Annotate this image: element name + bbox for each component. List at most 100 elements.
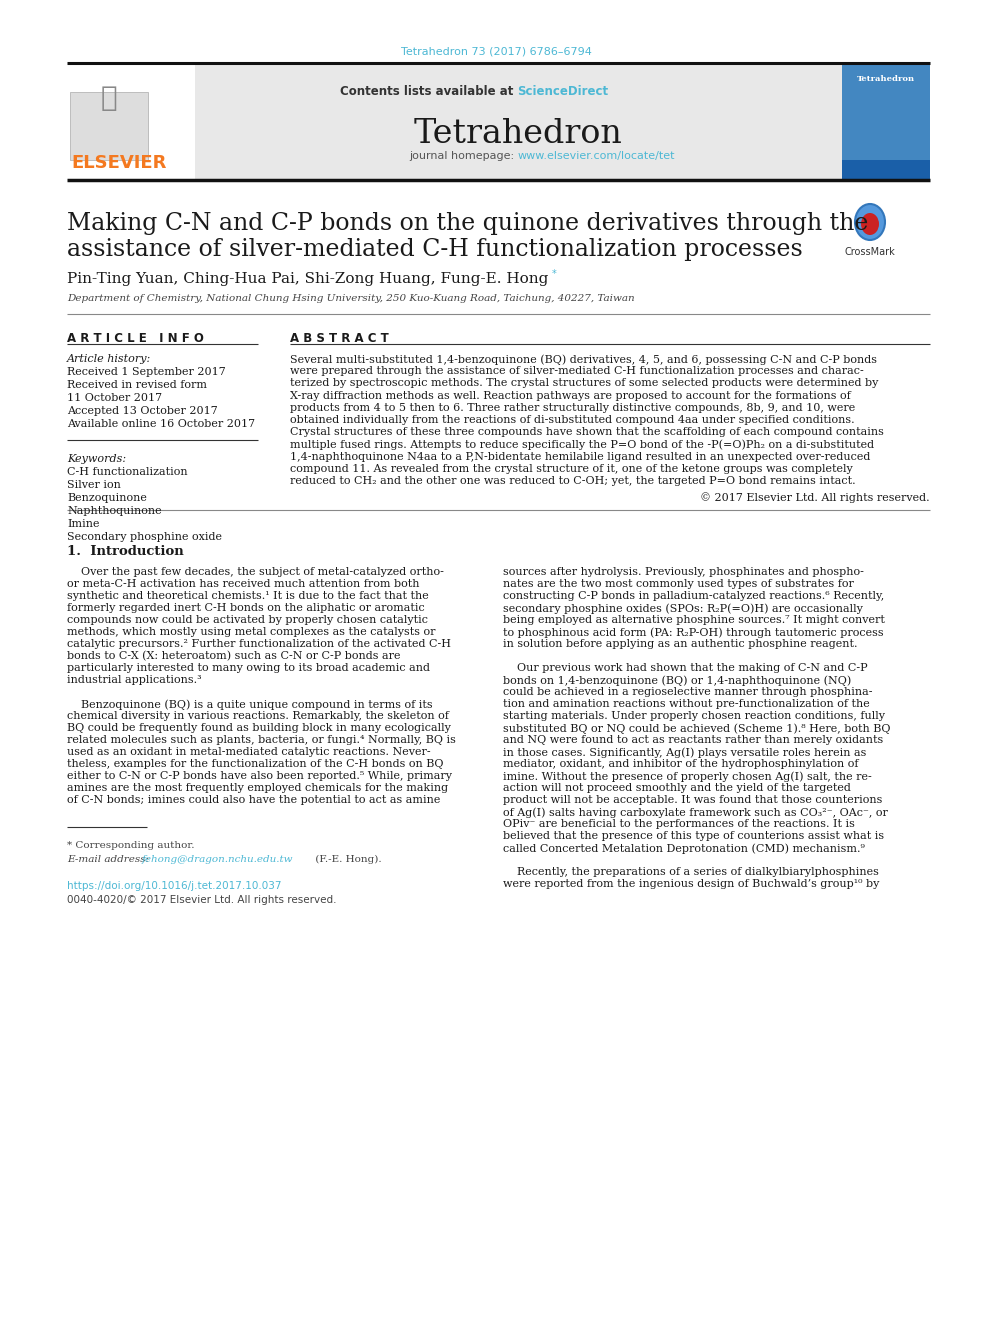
Text: OPiv⁻ are beneficial to the performances of the reactions. It is: OPiv⁻ are beneficial to the performances… xyxy=(503,819,855,830)
Text: either to C-N or C-P bonds have also been reported.⁵ While, primary: either to C-N or C-P bonds have also bee… xyxy=(67,771,452,781)
Text: particularly interested to many owing to its broad academic and: particularly interested to many owing to… xyxy=(67,663,430,673)
Text: catalytic precursors.² Further functionalization of the activated C-H: catalytic precursors.² Further functiona… xyxy=(67,639,451,650)
Text: theless, examples for the functionalization of the C-H bonds on BQ: theless, examples for the functionalizat… xyxy=(67,759,443,769)
FancyBboxPatch shape xyxy=(842,64,930,180)
Text: assistance of silver-mediated C-H functionalization processes: assistance of silver-mediated C-H functi… xyxy=(67,238,803,261)
FancyBboxPatch shape xyxy=(67,64,930,180)
Text: Article history:: Article history: xyxy=(67,355,151,364)
Text: nates are the two most commonly used types of substrates for: nates are the two most commonly used typ… xyxy=(503,579,854,589)
Text: of Ag(I) salts having carboxylate framework such as CO₃²⁻, OAc⁻, or: of Ag(I) salts having carboxylate framew… xyxy=(503,807,888,818)
Text: CrossMark: CrossMark xyxy=(844,247,896,257)
Text: Making C-N and C-P bonds on the quinone derivatives through the: Making C-N and C-P bonds on the quinone … xyxy=(67,212,868,235)
Text: were prepared through the assistance of silver-mediated C-H functionalization pr: were prepared through the assistance of … xyxy=(290,366,864,376)
Text: starting materials. Under properly chosen reaction conditions, fully: starting materials. Under properly chose… xyxy=(503,712,885,721)
Text: product will not be acceptable. It was found that those counterions: product will not be acceptable. It was f… xyxy=(503,795,882,806)
Text: tion and amination reactions without pre-functionalization of the: tion and amination reactions without pre… xyxy=(503,699,870,709)
Text: Received 1 September 2017: Received 1 September 2017 xyxy=(67,366,226,377)
Text: Tetrahedron: Tetrahedron xyxy=(857,75,915,83)
Ellipse shape xyxy=(861,213,879,235)
Text: X-ray diffraction methods as well. Reaction pathways are proposed to account for: X-ray diffraction methods as well. React… xyxy=(290,390,851,401)
Text: ScienceDirect: ScienceDirect xyxy=(518,85,609,98)
Text: Secondary phosphine oxide: Secondary phosphine oxide xyxy=(67,532,222,542)
Text: Benzoquinone (BQ) is a quite unique compound in terms of its: Benzoquinone (BQ) is a quite unique comp… xyxy=(67,699,433,709)
Text: constructing C-P bonds in palladium-catalyzed reactions.⁶ Recently,: constructing C-P bonds in palladium-cata… xyxy=(503,591,884,601)
Text: www.elsevier.com/locate/tet: www.elsevier.com/locate/tet xyxy=(518,151,675,161)
Text: BQ could be frequently found as building block in many ecologically: BQ could be frequently found as building… xyxy=(67,724,451,733)
Text: believed that the presence of this type of counterions assist what is: believed that the presence of this type … xyxy=(503,831,884,841)
Text: 11 October 2017: 11 October 2017 xyxy=(67,393,162,404)
Text: Available online 16 October 2017: Available online 16 October 2017 xyxy=(67,419,255,429)
Text: bonds to C-X (X: heteroatom) such as C-N or C-P bonds are: bonds to C-X (X: heteroatom) such as C-N… xyxy=(67,651,401,662)
Text: could be achieved in a regioselective manner through phosphina-: could be achieved in a regioselective ma… xyxy=(503,687,873,697)
Text: to phosphinous acid form (PA: R₂P-OH) through tautomeric process: to phosphinous acid form (PA: R₂P-OH) th… xyxy=(503,627,884,638)
Text: Our previous work had shown that the making of C-N and C-P: Our previous work had shown that the mak… xyxy=(503,663,868,673)
Text: E-mail address:: E-mail address: xyxy=(67,855,153,864)
Text: Crystal structures of these three compounds have shown that the scaffolding of e: Crystal structures of these three compou… xyxy=(290,427,884,437)
Ellipse shape xyxy=(855,204,885,239)
Text: 1.  Introduction: 1. Introduction xyxy=(67,545,184,558)
Text: Over the past few decades, the subject of metal-catalyzed ortho-: Over the past few decades, the subject o… xyxy=(67,568,443,577)
Text: obtained individually from the reactions of di-substituted compound 4aa under sp: obtained individually from the reactions… xyxy=(290,415,855,425)
Text: Contents lists available at: Contents lists available at xyxy=(340,85,518,98)
FancyBboxPatch shape xyxy=(70,93,148,160)
Text: Naphthoquinone: Naphthoquinone xyxy=(67,505,162,516)
Text: used as an oxidant in metal-mediated catalytic reactions. Never-: used as an oxidant in metal-mediated cat… xyxy=(67,747,431,757)
Text: journal homepage:: journal homepage: xyxy=(409,151,518,161)
Text: action will not proceed smoothly and the yield of the targeted: action will not proceed smoothly and the… xyxy=(503,783,851,794)
Text: Several multi-substituted 1,4-benzoquinone (BQ) derivatives, 4, 5, and 6, posses: Several multi-substituted 1,4-benzoquino… xyxy=(290,355,877,365)
Text: multiple fused rings. Attempts to reduce specifically the P=O bond of the -P(=O): multiple fused rings. Attempts to reduce… xyxy=(290,439,874,450)
Text: synthetic and theoretical chemists.¹ It is due to the fact that the: synthetic and theoretical chemists.¹ It … xyxy=(67,591,429,601)
Text: Keywords:: Keywords: xyxy=(67,454,126,464)
Text: compound 11. As revealed from the crystal structure of it, one of the ketone gro: compound 11. As revealed from the crysta… xyxy=(290,464,853,474)
Text: terized by spectroscopic methods. The crystal structures of some selected produc: terized by spectroscopic methods. The cr… xyxy=(290,378,878,389)
Text: industrial applications.³: industrial applications.³ xyxy=(67,675,201,685)
Text: *: * xyxy=(552,269,557,279)
Text: Tetrahedron 73 (2017) 6786–6794: Tetrahedron 73 (2017) 6786–6794 xyxy=(401,48,591,57)
Text: mediator, oxidant, and inhibitor of the hydrophosphinylation of: mediator, oxidant, and inhibitor of the … xyxy=(503,759,858,769)
Text: chemical diversity in various reactions. Remarkably, the skeleton of: chemical diversity in various reactions.… xyxy=(67,712,448,721)
Text: amines are the most frequently employed chemicals for the making: amines are the most frequently employed … xyxy=(67,783,448,794)
Text: https://doi.org/10.1016/j.tet.2017.10.037: https://doi.org/10.1016/j.tet.2017.10.03… xyxy=(67,881,282,892)
Text: Recently, the preparations of a series of dialkylbiarylphosphines: Recently, the preparations of a series o… xyxy=(503,867,879,877)
Text: fehong@dragon.nchu.edu.tw: fehong@dragon.nchu.edu.tw xyxy=(142,855,294,864)
Text: 🌳: 🌳 xyxy=(100,85,117,112)
Text: or meta-C-H activation has received much attention from both: or meta-C-H activation has received much… xyxy=(67,579,420,589)
Text: called Concerted Metalation Deprotonation (CMD) mechanism.⁹: called Concerted Metalation Deprotonatio… xyxy=(503,843,865,853)
Text: in solution before applying as an authentic phosphine reagent.: in solution before applying as an authen… xyxy=(503,639,857,650)
Text: related molecules such as plants, bacteria, or fungi.⁴ Normally, BQ is: related molecules such as plants, bacter… xyxy=(67,736,456,745)
Text: substituted BQ or NQ could be achieved (Scheme 1).⁸ Here, both BQ: substituted BQ or NQ could be achieved (… xyxy=(503,724,891,734)
Text: compounds now could be activated by properly chosen catalytic: compounds now could be activated by prop… xyxy=(67,615,428,626)
Text: of C-N bonds; imines could also have the potential to act as amine: of C-N bonds; imines could also have the… xyxy=(67,795,440,806)
FancyBboxPatch shape xyxy=(67,64,195,180)
Text: were reported from the ingenious design of Buchwald’s group¹⁰ by: were reported from the ingenious design … xyxy=(503,880,879,889)
Text: Tetrahedron: Tetrahedron xyxy=(413,118,622,149)
Text: © 2017 Elsevier Ltd. All rights reserved.: © 2017 Elsevier Ltd. All rights reserved… xyxy=(700,492,930,503)
Text: A B S T R A C T: A B S T R A C T xyxy=(290,332,389,345)
Text: Silver ion: Silver ion xyxy=(67,480,121,490)
Text: and NQ were found to act as reactants rather than merely oxidants: and NQ were found to act as reactants ra… xyxy=(503,736,883,745)
Text: reduced to CH₂ and the other one was reduced to C-OH; yet, the targeted P=O bond: reduced to CH₂ and the other one was red… xyxy=(290,476,856,486)
Text: sources after hydrolysis. Previously, phosphinates and phospho-: sources after hydrolysis. Previously, ph… xyxy=(503,568,864,577)
Text: imine. Without the presence of properly chosen Ag(I) salt, the re-: imine. Without the presence of properly … xyxy=(503,771,872,782)
Text: 1,4-naphthoquinone N4aa to a P,N-bidentate hemilabile ligand resulted in an unex: 1,4-naphthoquinone N4aa to a P,N-bidenta… xyxy=(290,451,870,462)
Text: 0040-4020/© 2017 Elsevier Ltd. All rights reserved.: 0040-4020/© 2017 Elsevier Ltd. All right… xyxy=(67,896,336,905)
Text: Accepted 13 October 2017: Accepted 13 October 2017 xyxy=(67,406,218,415)
FancyBboxPatch shape xyxy=(842,64,930,160)
Text: * Corresponding author.: * Corresponding author. xyxy=(67,841,194,851)
Text: products from 4 to 5 then to 6. Three rather structurally distinctive compounds,: products from 4 to 5 then to 6. Three ra… xyxy=(290,402,855,413)
Text: Department of Chemistry, National Chung Hsing University, 250 Kuo-Kuang Road, Ta: Department of Chemistry, National Chung … xyxy=(67,294,635,303)
Text: formerly regarded inert C-H bonds on the aliphatic or aromatic: formerly regarded inert C-H bonds on the… xyxy=(67,603,425,613)
Text: Received in revised form: Received in revised form xyxy=(67,380,207,390)
Text: in those cases. Significantly, Ag(I) plays versatile roles herein as: in those cases. Significantly, Ag(I) pla… xyxy=(503,747,866,758)
Text: C-H functionalization: C-H functionalization xyxy=(67,467,187,478)
Text: Pin-Ting Yuan, Ching-Hua Pai, Shi-Zong Huang, Fung-E. Hong: Pin-Ting Yuan, Ching-Hua Pai, Shi-Zong H… xyxy=(67,273,549,286)
Text: secondary phosphine oxides (SPOs: R₂P(=O)H) are occasionally: secondary phosphine oxides (SPOs: R₂P(=O… xyxy=(503,603,863,614)
Text: methods, which mostly using metal complexes as the catalysts or: methods, which mostly using metal comple… xyxy=(67,627,435,638)
Text: Imine: Imine xyxy=(67,519,99,529)
Text: bonds on 1,4-benzoquinone (BQ) or 1,4-naphthoquinone (NQ): bonds on 1,4-benzoquinone (BQ) or 1,4-na… xyxy=(503,675,851,685)
Text: A R T I C L E   I N F O: A R T I C L E I N F O xyxy=(67,332,204,345)
Text: (F.-E. Hong).: (F.-E. Hong). xyxy=(312,855,382,864)
Text: being employed as alternative phosphine sources.⁷ It might convert: being employed as alternative phosphine … xyxy=(503,615,885,626)
Text: ELSEVIER: ELSEVIER xyxy=(71,153,167,172)
Text: Benzoquinone: Benzoquinone xyxy=(67,493,147,503)
